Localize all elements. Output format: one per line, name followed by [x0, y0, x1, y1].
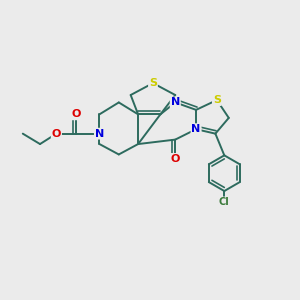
Text: N: N [191, 124, 201, 134]
Text: O: O [171, 154, 180, 164]
Text: N: N [95, 129, 104, 139]
Text: N: N [171, 98, 180, 107]
Text: S: S [213, 95, 221, 105]
Text: O: O [52, 129, 61, 139]
Text: S: S [149, 78, 157, 88]
Text: O: O [71, 109, 80, 119]
Text: Cl: Cl [219, 197, 230, 207]
